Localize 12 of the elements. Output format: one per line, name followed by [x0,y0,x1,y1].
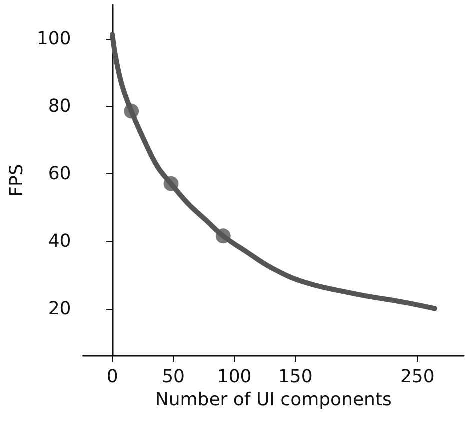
x-axis-title: Number of UI components [155,389,392,410]
y-tick-label: 60 [48,163,72,184]
x-tick-label: 0 [106,366,118,388]
x-tick-label: 150 [278,366,313,388]
x-tick-label: 50 [162,366,186,388]
y-axis-title: FPS [6,164,28,197]
x-tick-label: 250 [400,366,435,388]
y-tick-label: 40 [48,230,72,252]
y-tick-label: 20 [48,298,72,320]
y-tick-label: 100 [36,28,72,50]
x-tick-label: 100 [217,366,252,388]
y-tick-label: 80 [48,96,72,117]
